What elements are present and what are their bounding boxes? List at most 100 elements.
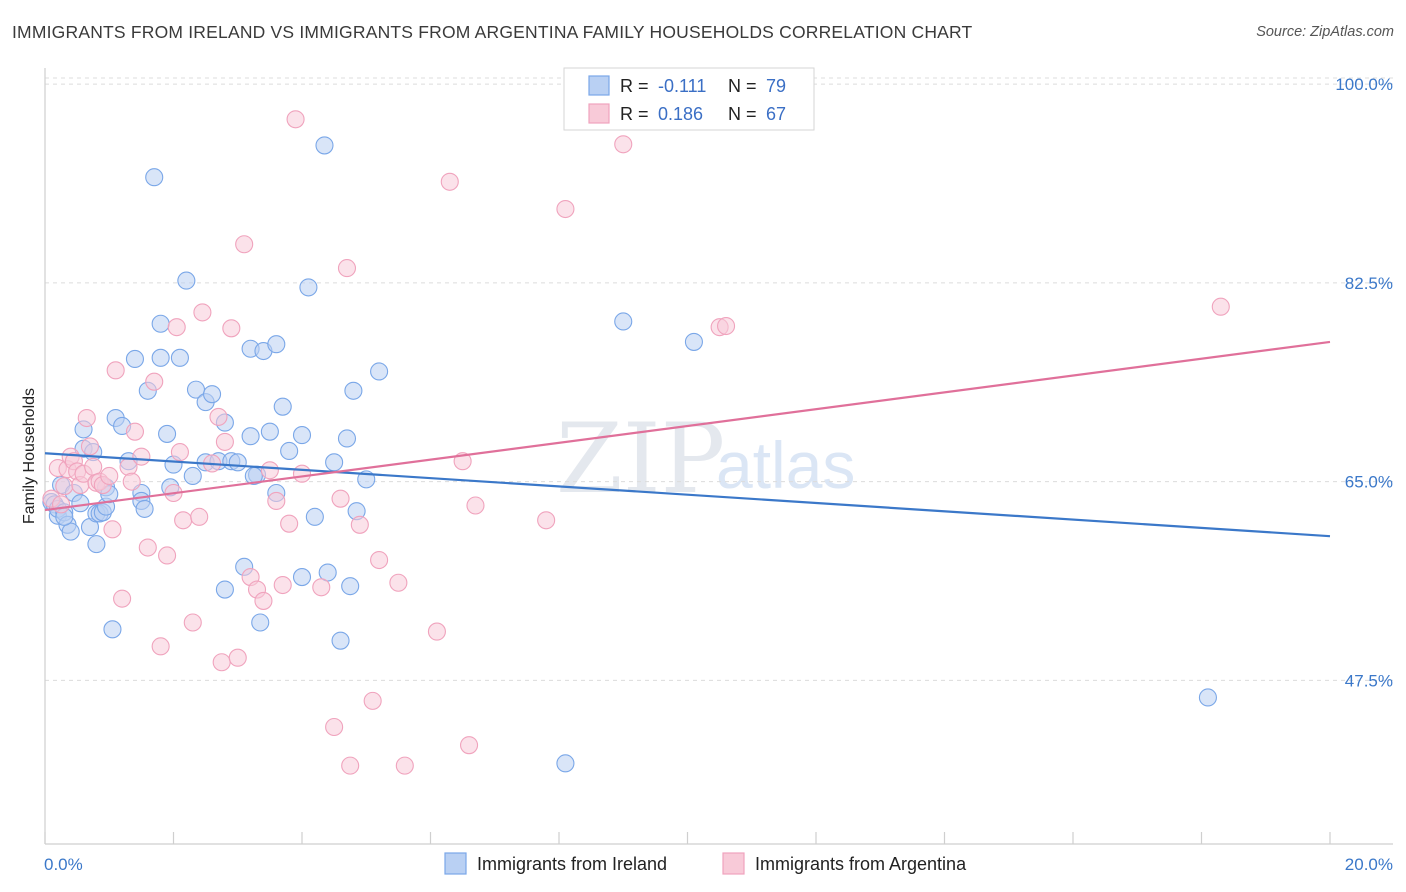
point-ireland-31 xyxy=(151,348,170,367)
point-argentina-65 xyxy=(466,496,485,515)
point-argentina-41 xyxy=(235,235,254,254)
legend-n-value-argentina: 67 xyxy=(766,104,786,124)
point-argentina-48 xyxy=(280,514,299,533)
point-argentina-68 xyxy=(556,199,575,219)
point-argentina-3 xyxy=(55,477,74,496)
point-ireland-64 xyxy=(325,453,344,472)
point-ireland-51 xyxy=(251,613,270,632)
point-argentina-50 xyxy=(292,464,312,483)
point-argentina-32 xyxy=(183,613,202,632)
legend: R = -0.111 N = 79 R = 0.186 N = 67 xyxy=(563,67,815,131)
point-ireland-57 xyxy=(280,441,299,461)
legend-r-label-argentina: R = xyxy=(620,104,649,124)
point-ireland-53 xyxy=(260,422,279,441)
point-argentina-22 xyxy=(125,422,144,441)
point-ireland-35 xyxy=(170,348,189,367)
point-argentina-18 xyxy=(106,361,125,380)
point-ireland-74 xyxy=(684,332,703,351)
point-ireland-48 xyxy=(241,427,260,446)
point-argentina-51 xyxy=(312,578,331,597)
bottom-legend-swatch-ireland xyxy=(444,852,467,875)
point-ireland-72 xyxy=(556,754,575,773)
point-argentina-33 xyxy=(190,507,209,526)
gridlines xyxy=(45,77,1393,681)
point-argentina-17 xyxy=(103,520,122,539)
x-tick-label-max: 20.0% xyxy=(1345,855,1393,874)
watermark-zip: ZIP xyxy=(556,403,725,515)
point-argentina-29 xyxy=(167,318,186,337)
legend-swatch-ireland xyxy=(588,75,610,96)
bottom-legend-swatch-argentina xyxy=(722,852,745,875)
axes xyxy=(44,68,1393,845)
point-argentina-36 xyxy=(209,407,228,426)
point-argentina-24 xyxy=(138,538,157,557)
point-argentina-46 xyxy=(267,491,286,511)
point-argentina-19 xyxy=(113,589,132,608)
point-argentina-27 xyxy=(158,546,177,565)
y-tick-label-0: 47.5% xyxy=(1345,671,1393,690)
point-argentina-23 xyxy=(132,447,151,466)
point-argentina-45 xyxy=(260,461,279,480)
legend-r-value-ireland: -0.111 xyxy=(658,76,706,96)
bottom-legend: Immigrants from Ireland Immigrants from … xyxy=(444,852,967,875)
y-tick-label-2: 82.5% xyxy=(1345,274,1393,293)
point-argentina-66 xyxy=(537,511,556,530)
point-ireland-46 xyxy=(228,453,247,472)
point-ireland-14 xyxy=(87,535,106,554)
point-ireland-71 xyxy=(370,362,389,381)
point-ireland-30 xyxy=(145,168,164,187)
point-argentina-30 xyxy=(170,443,189,462)
point-argentina-55 xyxy=(341,756,360,775)
point-ireland-61 xyxy=(305,507,324,526)
point-argentina-61 xyxy=(427,622,446,641)
legend-swatch-argentina xyxy=(588,103,610,124)
point-argentina-57 xyxy=(363,691,382,710)
point-argentina-31 xyxy=(174,511,193,530)
legend-n-label-ireland: N = xyxy=(728,76,757,96)
point-argentina-44 xyxy=(254,591,273,610)
point-argentina-60 xyxy=(395,756,414,775)
point-ireland-66 xyxy=(337,429,357,448)
point-ireland-59 xyxy=(292,426,312,445)
point-argentina-47 xyxy=(273,575,292,595)
point-ireland-68 xyxy=(344,381,363,400)
point-argentina-52 xyxy=(325,717,344,737)
legend-n-label-argentina: N = xyxy=(728,104,757,124)
point-argentina-54 xyxy=(337,259,357,278)
data-points xyxy=(42,110,1230,775)
point-ireland-9 xyxy=(71,494,90,513)
point-ireland-55 xyxy=(267,335,286,354)
point-argentina-10 xyxy=(77,408,96,428)
point-argentina-62 xyxy=(440,172,459,191)
point-ireland-43 xyxy=(215,580,234,599)
point-argentina-49 xyxy=(286,110,305,129)
y-tick-label-3: 100.0% xyxy=(1335,75,1393,94)
point-ireland-56 xyxy=(273,397,292,416)
point-ireland-32 xyxy=(151,314,170,333)
point-argentina-59 xyxy=(389,573,408,592)
point-ireland-60 xyxy=(299,278,318,297)
point-argentina-16 xyxy=(100,466,119,486)
point-ireland-33 xyxy=(158,424,177,443)
legend-r-label-ireland: R = xyxy=(620,76,649,96)
watermark-atlas: atlas xyxy=(716,428,855,502)
point-argentina-58 xyxy=(370,550,389,570)
point-ireland-28 xyxy=(135,499,154,518)
legend-n-value-ireland: 79 xyxy=(766,76,786,96)
point-argentina-64 xyxy=(459,736,479,755)
point-argentina-26 xyxy=(151,637,170,656)
point-ireland-75 xyxy=(1198,688,1217,707)
point-argentina-53 xyxy=(331,489,350,508)
point-ireland-21 xyxy=(103,620,122,639)
point-argentina-70 xyxy=(716,316,736,336)
point-ireland-65 xyxy=(331,631,350,650)
bottom-legend-label-ireland: Immigrants from Ireland xyxy=(477,854,667,874)
point-argentina-39 xyxy=(222,319,241,338)
chart-title: IMMIGRANTS FROM IRELAND VS IMMIGRANTS FR… xyxy=(12,22,973,42)
point-ireland-67 xyxy=(341,577,360,596)
point-argentina-2 xyxy=(52,495,71,514)
bottom-legend-label-argentina: Immigrants from Argentina xyxy=(755,854,967,874)
point-ireland-58 xyxy=(292,568,312,587)
point-ireland-36 xyxy=(177,271,196,290)
